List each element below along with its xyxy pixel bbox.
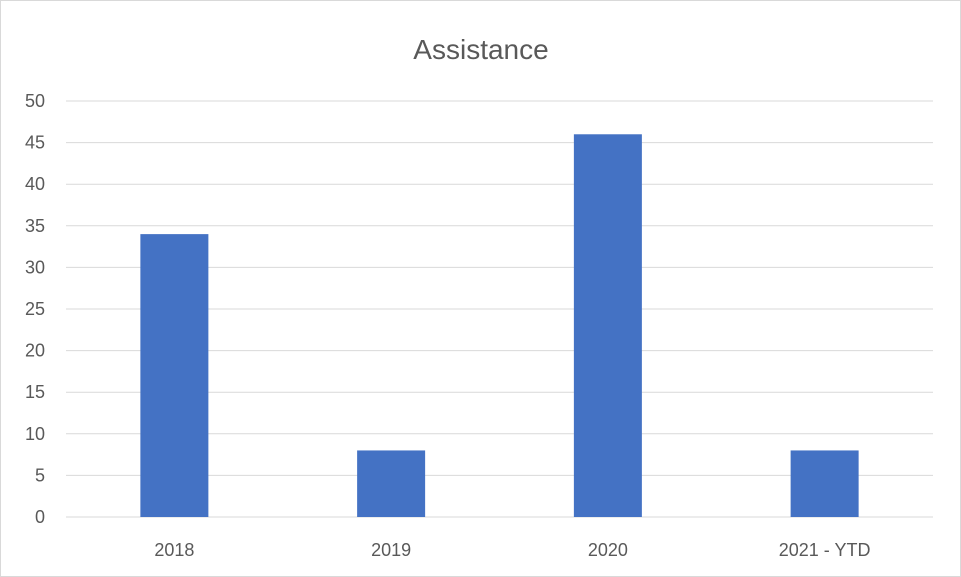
y-tick-label: 35: [25, 216, 45, 236]
y-tick-label: 45: [25, 133, 45, 153]
x-tick-label: 2018: [154, 540, 194, 560]
bar-2021-ytd: [790, 450, 859, 517]
y-tick-label: 50: [25, 91, 45, 111]
y-tick-label: 15: [25, 382, 45, 402]
y-tick-label: 10: [25, 424, 45, 444]
y-axis-ticks: 0 5 10 15 20 25 30 35 40 45 50: [25, 91, 45, 527]
chart-title: Assistance: [413, 34, 548, 65]
x-tick-label: 2020: [588, 540, 628, 560]
x-tick-label: 2021 - YTD: [779, 540, 871, 560]
y-tick-label: 25: [25, 299, 45, 319]
y-tick-label: 30: [25, 257, 45, 277]
y-tick-label: 40: [25, 174, 45, 194]
bar-2018: [140, 234, 209, 517]
x-tick-label: 2019: [371, 540, 411, 560]
bar-2020: [573, 134, 642, 517]
x-axis-ticks: 2018 2019 2020 2021 - YTD: [154, 540, 870, 560]
bars: [140, 134, 859, 517]
y-tick-label: 0: [35, 507, 45, 527]
y-tick-label: 5: [35, 465, 45, 485]
bar-2019: [357, 450, 426, 517]
y-tick-label: 20: [25, 341, 45, 361]
y-gridlines: [66, 100, 933, 518]
